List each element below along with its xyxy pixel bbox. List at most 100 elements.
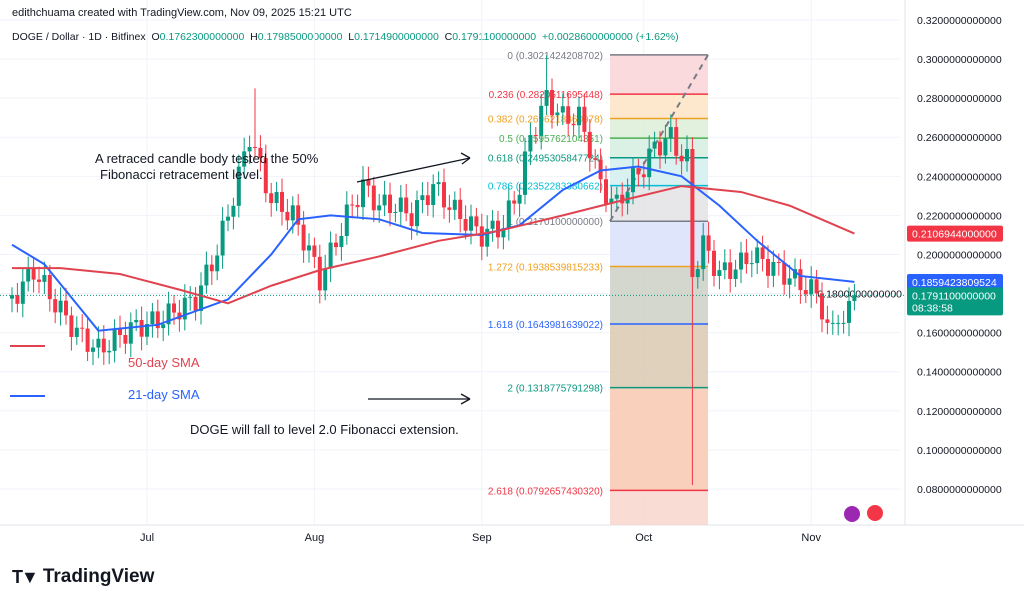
fib-zone xyxy=(610,324,708,388)
candle-body xyxy=(479,226,484,247)
candle-body xyxy=(296,205,301,225)
candle-body xyxy=(231,205,236,217)
candle-body xyxy=(685,148,689,162)
candle-body xyxy=(366,179,371,186)
candle-body xyxy=(85,328,90,352)
fib-level-label: 0.382 (0.2696218360978) xyxy=(488,114,603,125)
candle-body xyxy=(247,147,252,152)
price-tag xyxy=(907,225,1003,242)
x-tick-label: Jul xyxy=(140,532,154,544)
y-tick-label: 0.2600000000000 xyxy=(917,132,1002,144)
price-chart[interactable]: 0.3200000000000 0.3000000000000 0.28000000… xyxy=(0,0,1024,560)
annotation-forecast: DOGE will fall to level 2.0 Fibonacci ex… xyxy=(190,422,459,437)
candle-body xyxy=(744,252,749,265)
candle-body xyxy=(139,319,144,337)
candle-body xyxy=(749,263,754,265)
candle-body xyxy=(760,247,765,260)
candle-body xyxy=(701,235,706,270)
candle-body xyxy=(37,279,41,282)
candle-body xyxy=(420,195,425,201)
x-tick-label: Oct xyxy=(635,532,652,544)
candle-body xyxy=(274,191,279,204)
candle-body xyxy=(134,319,139,323)
candle-body xyxy=(382,194,387,206)
candle-body xyxy=(793,269,797,279)
candle-body xyxy=(506,200,511,229)
candle-body xyxy=(215,255,220,272)
candle-body xyxy=(334,242,338,248)
y-tick-label: 0.2000000000000 xyxy=(917,249,1002,261)
price-tag-countdown: 08:38:58 xyxy=(912,302,953,314)
candle-body xyxy=(695,269,700,278)
candle-body xyxy=(830,322,835,324)
candle-body xyxy=(755,247,760,264)
candle-body xyxy=(404,197,409,214)
candle-body xyxy=(301,224,306,251)
symbol-label[interactable]: DOGE / Dollar · 1D · Bitfinex xyxy=(12,31,146,43)
candle-body xyxy=(474,216,479,227)
candle-body xyxy=(47,275,52,300)
candle-body xyxy=(566,106,571,124)
candle-body xyxy=(539,105,544,136)
close-value: 0.1791100000000 xyxy=(452,31,537,43)
y-tick-label: 0.1400000000000 xyxy=(917,367,1002,379)
candle-body xyxy=(415,200,419,227)
fib-zone xyxy=(610,387,708,491)
candle-body xyxy=(263,158,268,194)
candle-body xyxy=(452,199,457,210)
candle-body xyxy=(614,194,619,199)
candle-body xyxy=(182,297,187,320)
candle-body xyxy=(571,123,576,126)
candle-body xyxy=(290,205,295,221)
candle-body xyxy=(10,295,14,299)
candle-body xyxy=(787,278,792,285)
fib-level-label: 2.618 (0.0792657430320) xyxy=(488,486,603,497)
candle-body xyxy=(658,141,662,156)
candle-body xyxy=(722,262,727,271)
x-tick-label: Nov xyxy=(801,532,821,544)
candle-body xyxy=(398,197,403,212)
y-tick-label: 0.1600000000000 xyxy=(917,328,1002,340)
candle-body xyxy=(674,127,679,156)
low-value: 0.1714900000000 xyxy=(354,31,439,43)
candle-body xyxy=(145,324,149,337)
high-label: H xyxy=(250,31,258,43)
candle-body xyxy=(485,228,490,247)
fib-level-label: 0.786 (0.2352283380662) xyxy=(488,182,603,193)
candle-body xyxy=(280,191,284,212)
candle-body xyxy=(490,220,495,229)
high-value: 0.1798500000000 xyxy=(257,31,343,43)
candle-body xyxy=(199,285,203,311)
candle-body xyxy=(841,322,846,324)
candle-body xyxy=(101,338,106,353)
candle-body xyxy=(74,327,79,337)
candle-body xyxy=(166,303,171,325)
arrow-line xyxy=(356,157,471,183)
y-tick-label: 0.3200000000000 xyxy=(917,15,1002,27)
candle-body xyxy=(847,300,851,323)
price-tag xyxy=(907,274,1003,291)
candle-body xyxy=(161,324,166,329)
candle-body xyxy=(96,338,101,348)
candle-body xyxy=(523,151,527,195)
candle-body xyxy=(463,219,468,231)
arrow-head-icon xyxy=(460,152,471,165)
fib-level-label: 1 (0.2170100000000) xyxy=(507,217,603,228)
chart-credit: edithchuama created with TradingView.com… xyxy=(12,7,352,19)
candle-body xyxy=(69,315,74,337)
candle-body xyxy=(425,195,430,205)
low-label: L xyxy=(348,31,355,43)
y-tick-label: 0.1200000000000 xyxy=(917,406,1002,418)
candle-body xyxy=(647,148,652,178)
tv-logo-icon: T▼ xyxy=(12,566,39,587)
candle-body xyxy=(555,112,560,116)
candle-body xyxy=(193,296,198,311)
candle-body xyxy=(118,328,122,336)
candle-body xyxy=(409,213,414,227)
candle-body xyxy=(631,168,635,193)
fib-zone xyxy=(610,490,708,525)
candle-body xyxy=(604,179,608,204)
candle-body xyxy=(512,200,517,204)
candle-body xyxy=(766,259,770,276)
candle-body xyxy=(782,262,787,285)
